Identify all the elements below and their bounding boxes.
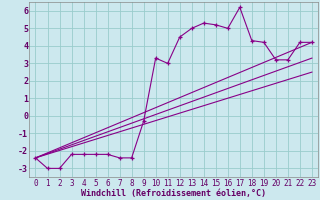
X-axis label: Windchill (Refroidissement éolien,°C): Windchill (Refroidissement éolien,°C) [81, 189, 266, 198]
